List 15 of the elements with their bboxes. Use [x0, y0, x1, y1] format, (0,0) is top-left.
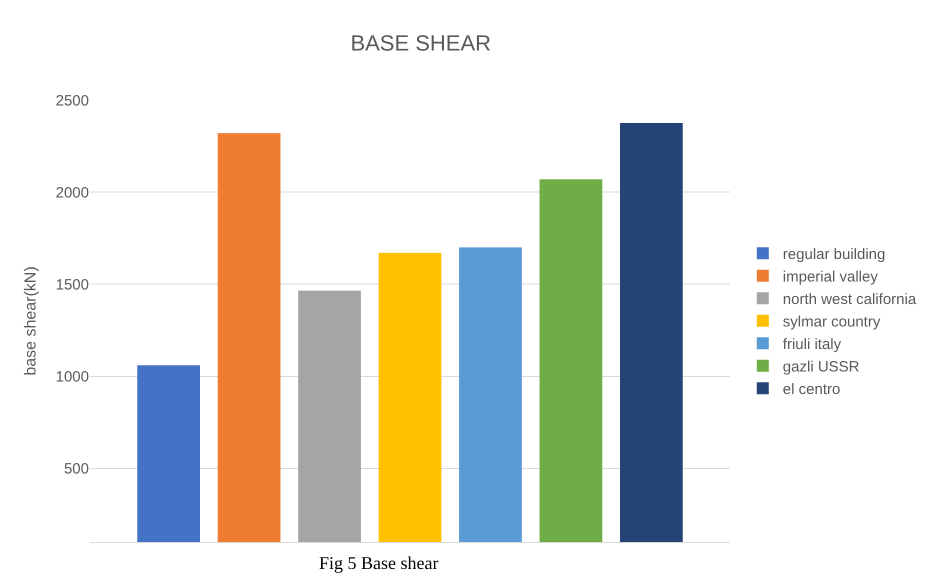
legend-label: imperial valley: [782, 268, 878, 286]
y-tick-label: 500: [64, 460, 89, 478]
y-axis-title: base shear(kN): [22, 266, 40, 376]
legend-label: el centro: [782, 381, 840, 398]
legend-label: sylmar country: [782, 314, 881, 331]
legend-label: gazli USSR: [782, 358, 860, 376]
chart-title: BASE SHEAR: [350, 30, 492, 56]
y-tick-label: 1500: [56, 276, 89, 294]
y-tick-label: 2000: [56, 184, 89, 202]
legend-label: friuli italy: [782, 336, 842, 354]
y-tick-label: 1000: [56, 368, 89, 386]
y-tick-label: 2500: [56, 92, 89, 110]
legend-label: regular building: [782, 246, 886, 264]
caption: Fig 5 Base shear: [319, 553, 438, 573]
legend-label: north west california: [782, 291, 917, 308]
